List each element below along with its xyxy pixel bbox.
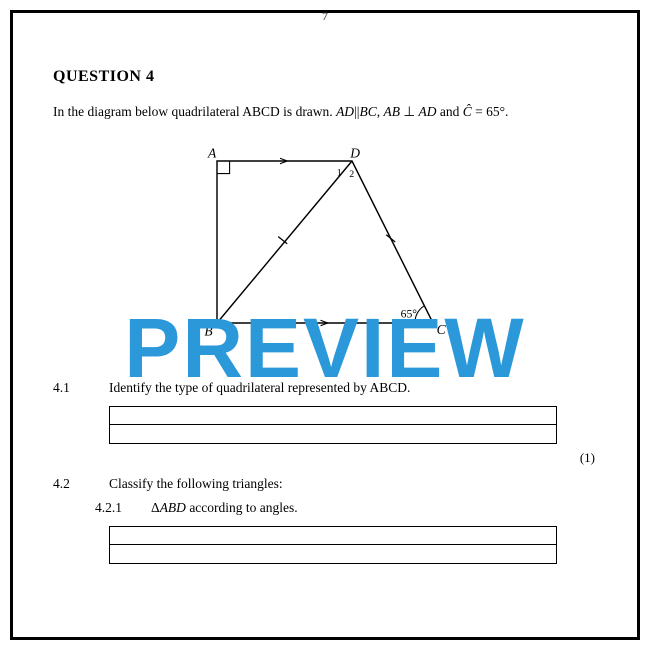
q41-text: Identify the type of quadrilateral repre… xyxy=(109,380,410,396)
answer-line xyxy=(110,425,556,443)
answer-line xyxy=(110,407,556,425)
geometry-diagram: A D B C 1 2 65° xyxy=(145,134,505,359)
angle-c-label: 65° xyxy=(401,308,418,321)
vertex-b-label: B xyxy=(204,324,212,339)
vertex-c-label: C xyxy=(437,322,447,337)
q41-marks: (1) xyxy=(53,450,595,466)
q41-number: 4.1 xyxy=(53,380,95,396)
angle-2-label: 2 xyxy=(349,169,354,180)
question-4-2: 4.2 Classify the following triangles: xyxy=(53,476,597,492)
question-4-2-1: 4.2.1 ΔABD according to angles. xyxy=(53,500,597,516)
question-4-1: 4.1 Identify the type of quadrilateral r… xyxy=(53,380,597,396)
q421-text: ΔABD according to angles. xyxy=(151,500,298,516)
page-frame: 7 QUESTION 4 In the diagram below quadri… xyxy=(10,10,640,640)
q41-answer-box xyxy=(109,406,557,444)
vertex-a-label: A xyxy=(207,145,217,160)
answer-line xyxy=(110,527,556,545)
question-heading: QUESTION 4 xyxy=(53,68,597,86)
intro-text: In the diagram below quadrilateral ABCD … xyxy=(53,104,597,120)
q421-number: 4.2.1 xyxy=(95,500,137,516)
q42-text: Classify the following triangles: xyxy=(109,476,283,492)
vertex-d-label: D xyxy=(349,145,360,160)
angle-1-label: 1 xyxy=(337,167,342,178)
diagram-container: A D B C 1 2 65° xyxy=(53,134,597,364)
q42-number: 4.2 xyxy=(53,476,95,492)
answer-line xyxy=(110,545,556,563)
q421-answer-box xyxy=(109,526,557,564)
page-number: 7 xyxy=(322,9,328,24)
